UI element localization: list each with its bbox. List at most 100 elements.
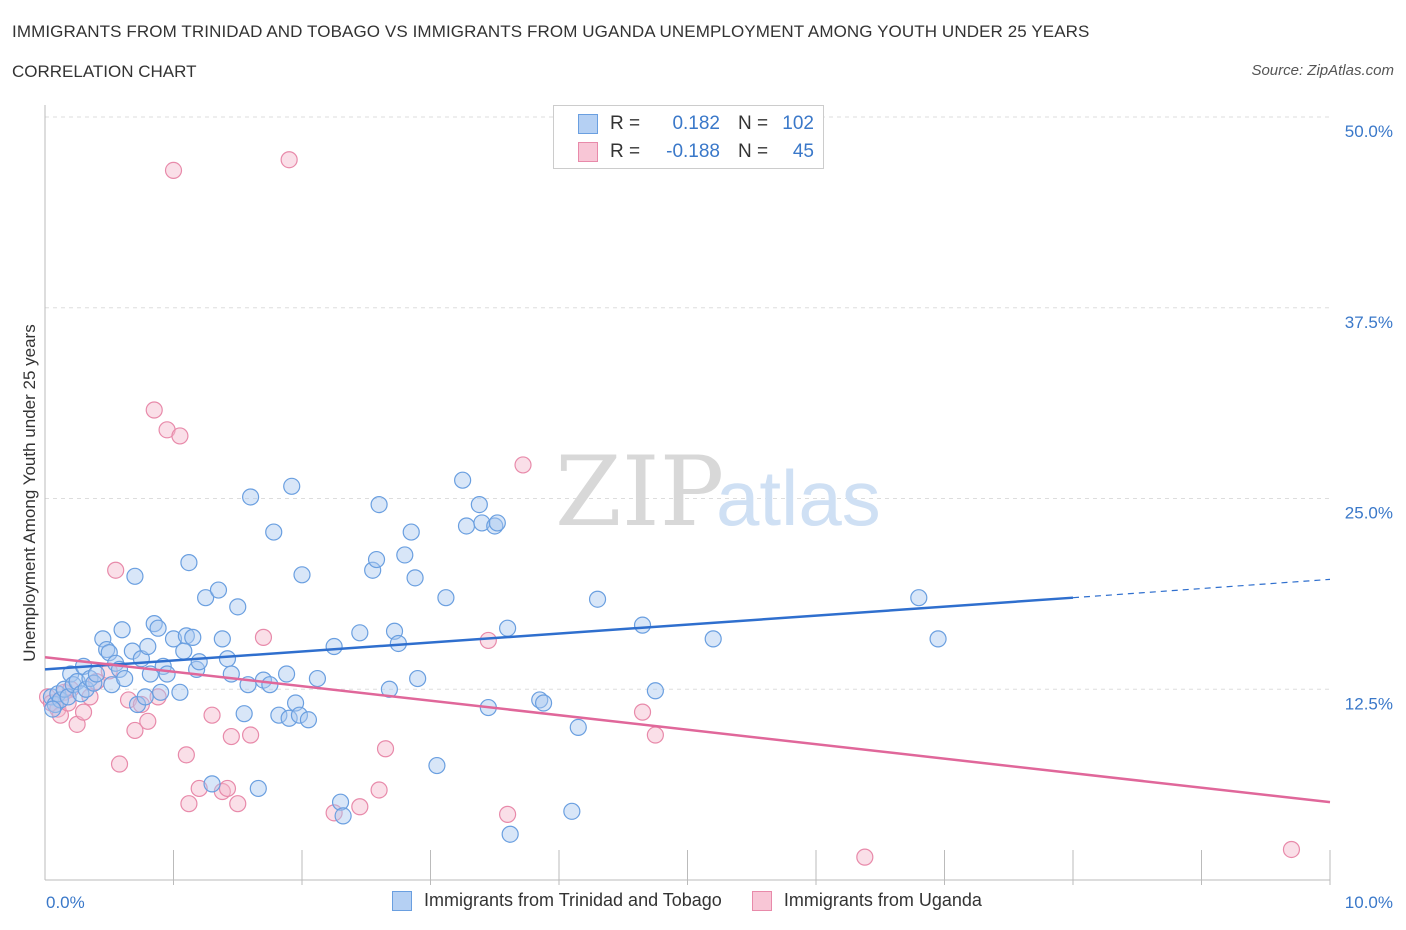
data-point-uganda [479,631,497,650]
data-point-trinidad [184,628,202,646]
series-swatch-blue [392,890,412,911]
data-point-uganda [171,427,189,445]
series-legend-trinidad: Immigrants from Trinidad and Tobago [392,890,722,911]
legend-r-value: 0.182 [672,113,720,134]
data-point-uganda [351,798,369,816]
x-tick-label: 0.0% [46,893,85,912]
legend-swatch-blue [578,114,598,134]
data-point-uganda [633,703,652,721]
data-point-trinidad [283,477,301,495]
data-point-uganda [376,740,395,758]
watermark-zip: ZIP [555,436,724,548]
legend-swatch-pink [578,142,598,162]
data-point-trinidad [149,619,167,637]
y-tick-label: 50.0% [1345,122,1393,141]
data-point-trinidad [265,523,283,541]
data-point-uganda [190,779,208,798]
data-point-trinidad [177,627,195,645]
uganda-points [38,151,1301,866]
data-point-trinidad [351,624,369,642]
data-point-trinidad [280,709,298,727]
data-point-trinidad [46,695,64,714]
legend-n-label: N = [738,141,769,162]
legend-n-value: 102 [782,113,814,134]
axes [44,105,1331,885]
data-point-trinidad [209,581,228,599]
data-point-trinidad [175,642,193,660]
data-point-trinidad [203,775,221,793]
data-point-trinidad [270,706,288,724]
data-point-trinidad [229,598,247,616]
data-point-uganda [164,161,183,180]
data-point-trinidad [242,488,260,506]
data-point-uganda [218,779,237,798]
data-point-uganda [149,688,167,706]
y-tick-label: 12.5% [1345,694,1393,713]
data-point-uganda [139,712,157,730]
data-point-uganda [229,795,247,813]
trend-line-uganda [44,655,1331,804]
data-point-trinidad [501,825,519,843]
correlation-legend: R = 0.182 N = 102 R = -0.188 N = 45 [553,105,824,169]
data-point-trinidad [116,669,134,688]
data-point-trinidad [218,650,237,668]
data-point-trinidad [98,640,116,659]
data-point-trinidad [437,589,455,607]
data-point-uganda [370,781,388,799]
series-legend: Immigrants from Trinidad and Tobago Immi… [392,890,1012,911]
data-point-uganda [126,721,144,740]
data-point-trinidad [646,682,664,700]
data-point-trinidad [113,621,131,639]
data-point-trinidad [100,644,118,662]
legend-row-trinidad: R = 0.182 N = 102 [578,112,814,136]
data-point-uganda [203,706,221,724]
chart-subtitle: CORRELATION CHART [12,62,197,81]
data-point-trinidad [249,779,267,798]
data-point-trinidad [94,630,112,648]
data-point-trinidad [704,630,722,648]
data-point-trinidad [334,807,352,825]
data-point-uganda [499,805,517,823]
data-point-trinidad [158,665,176,683]
data-point-trinidad [299,711,318,729]
watermark: ZIP atlas [555,436,881,548]
data-point-trinidad [44,700,62,718]
data-point-trinidad [72,685,90,703]
data-point-trinidad [402,523,420,541]
data-point-trinidad [126,567,144,585]
legend-n-value: 45 [792,141,814,162]
series-legend-uganda: Immigrants from Uganda [751,890,982,911]
data-point-uganda [280,151,298,169]
data-point-trinidad [290,706,309,724]
data-point-trinidad [370,496,388,514]
data-point-trinidad [534,694,553,712]
legend-r-label: R = [610,141,641,162]
y-tick-label: 25.0% [1345,504,1393,523]
y-axis-label: Unemployment Among Youth under 25 years [20,324,39,662]
data-point-trinidad [499,619,517,637]
data-point-trinidad [486,517,504,535]
data-point-trinidad [409,669,427,688]
data-point-uganda [110,755,129,773]
trinidad-points [42,471,947,843]
data-point-uganda [1282,840,1301,859]
data-point-trinidad [213,630,231,648]
data-point-uganda [177,746,195,764]
legend-n-label: N = [738,113,769,134]
data-point-trinidad [457,517,476,535]
legend-row-uganda: R = -0.188 N = 45 [578,140,814,164]
data-point-uganda [107,561,125,579]
data-point-trinidad [164,630,183,648]
data-point-trinidad [180,553,198,572]
data-point-trinidad [396,546,414,564]
watermark-atlas: atlas [716,454,881,542]
data-point-trinidad [569,718,587,737]
data-point-uganda [514,456,532,474]
data-point-uganda [119,691,138,709]
data-point-trinidad [633,616,652,634]
data-point-trinidad [139,637,157,656]
legend-r-label: R = [610,113,641,134]
legend-r-value: -0.188 [666,141,720,162]
chart-title: IMMIGRANTS FROM TRINIDAD AND TOBAGO VS I… [12,22,1090,41]
